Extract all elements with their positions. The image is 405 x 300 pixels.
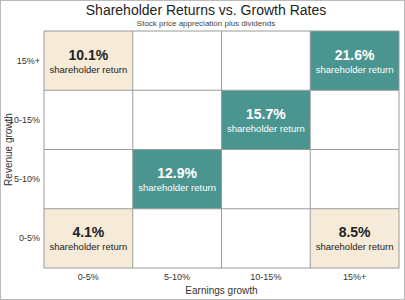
empty-cell — [133, 209, 222, 268]
grid-line — [44, 208, 399, 209]
data-label: 15.7% — [246, 106, 286, 122]
grid-line — [44, 149, 399, 150]
cell-caption: shareholder return — [138, 182, 216, 193]
outer-border — [1, 1, 405, 300]
data-label: 4.1% — [72, 224, 104, 240]
data-label: 21.6% — [335, 47, 375, 63]
cells — [44, 31, 399, 268]
empty-cell — [133, 31, 222, 90]
x-tick-label: 0-5% — [78, 272, 99, 282]
x-tick-label: 5-10% — [164, 272, 190, 282]
empty-cell — [222, 150, 311, 209]
grid-line — [44, 31, 399, 32]
data-label: 10.1% — [69, 47, 109, 63]
cell-caption: shareholder return — [316, 241, 394, 252]
empty-cell — [222, 209, 311, 268]
empty-cell — [310, 90, 399, 149]
grid-line — [44, 90, 399, 91]
y-axis-label: Revenue growth — [3, 113, 14, 186]
empty-cell — [133, 90, 222, 149]
x-tick-label: 15%+ — [343, 272, 366, 282]
y-tick-label: 5-10% — [14, 174, 40, 184]
x-tick-label: 10-15% — [250, 272, 281, 282]
grid-line — [44, 268, 399, 269]
y-tick-label: 15%+ — [17, 56, 40, 66]
cell — [44, 31, 133, 90]
cell-caption: shareholder return — [316, 64, 394, 75]
cell — [310, 31, 399, 90]
chart: Shareholder Returns vs. Growth RatesStoc… — [0, 0, 405, 300]
cell — [133, 150, 222, 209]
empty-cell — [44, 150, 133, 209]
subtitle: Stock price appreciation plus dividends — [137, 19, 275, 28]
empty-cell — [310, 150, 399, 209]
title: Shareholder Returns vs. Growth Rates — [86, 2, 326, 18]
y-tick-label: 0-5% — [19, 233, 40, 243]
cell — [44, 209, 133, 268]
cell-caption: shareholder return — [227, 123, 305, 134]
empty-cell — [44, 90, 133, 149]
cell-caption: shareholder return — [50, 241, 128, 252]
data-label: 8.5% — [339, 224, 371, 240]
empty-cell — [222, 31, 311, 90]
cell — [222, 90, 311, 149]
cell — [310, 209, 399, 268]
cell-caption: shareholder return — [50, 64, 128, 75]
data-label: 12.9% — [157, 165, 197, 181]
x-axis-label: Earnings growth — [185, 285, 257, 296]
